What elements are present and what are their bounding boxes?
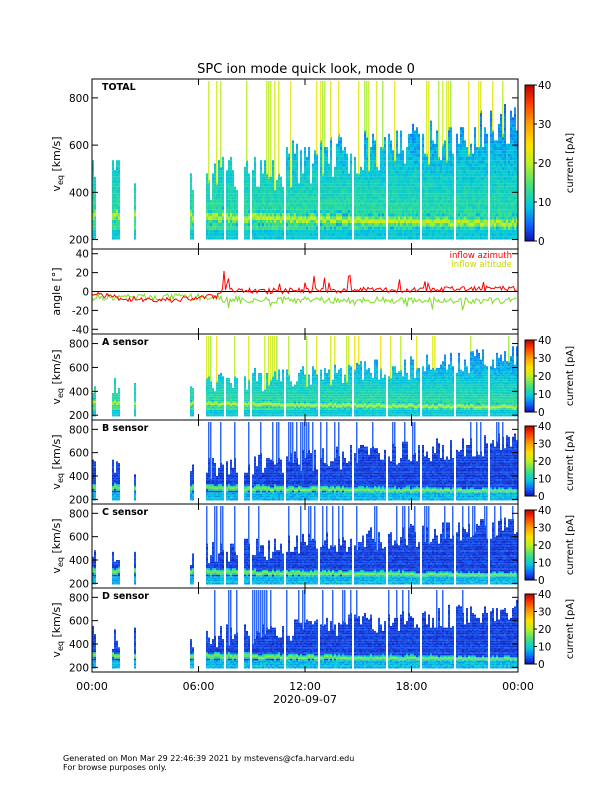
y-tick-label: 800 bbox=[69, 339, 89, 351]
colorbar-tick-label: 0 bbox=[538, 659, 545, 671]
colorbar-tick-label: 10 bbox=[538, 642, 551, 654]
colorbar-tick-label: 40 bbox=[538, 589, 551, 601]
y-tick-label: 40 bbox=[76, 249, 89, 261]
colorbar-tick-label: 20 bbox=[538, 456, 551, 468]
y-tick-label: 600 bbox=[69, 616, 89, 628]
colorbar-tick-label: 0 bbox=[538, 407, 545, 419]
colorbar-tick-label: 10 bbox=[538, 197, 551, 209]
panel-label: TOTAL bbox=[102, 82, 136, 93]
panel-total: 200 400 600 800 TOTAL veq [km/s] 0 10 20 30 40 curr… bbox=[50, 78, 576, 250]
panel-label: B sensor bbox=[102, 423, 149, 434]
colorbar-label: current [pA] bbox=[565, 599, 576, 659]
y-tick-label: 800 bbox=[69, 592, 89, 604]
y-tick-label: 800 bbox=[69, 508, 89, 520]
time-axis: 00:00 06:00 12:00 18:00 00:00 2020-09-07 bbox=[76, 79, 534, 706]
y-tick-label: 600 bbox=[69, 362, 89, 374]
panel-a-sensor: 200 400 600 800 A sensor veq [km/s] 0 10 20 30 40 c… bbox=[50, 333, 576, 422]
colorbar-tick-label: 10 bbox=[538, 558, 551, 570]
colorbar-label: current [pA] bbox=[565, 133, 576, 193]
colorbar-tick-label: 30 bbox=[538, 523, 551, 535]
legend-inflow-altitude: inflow altitude bbox=[451, 260, 512, 270]
footer-browse-line: For browse purposes only. bbox=[63, 763, 354, 772]
y-tick-label: 200 bbox=[69, 410, 89, 422]
colorbar bbox=[524, 84, 535, 242]
colorbar-tick-label: 10 bbox=[538, 474, 551, 486]
y-tick-label: 400 bbox=[69, 639, 89, 651]
y-tick-label: 400 bbox=[69, 187, 89, 199]
figure-title: SPC ion mode quick look, mode 0 bbox=[197, 62, 415, 77]
y-tick-label: 800 bbox=[69, 424, 89, 436]
x-tick-label: 00:00 bbox=[76, 680, 108, 693]
y-tick-label: 400 bbox=[69, 555, 89, 567]
y-tick-label: -40 bbox=[72, 324, 89, 336]
y-tick-label: 800 bbox=[69, 93, 89, 105]
y-tick-label: 200 bbox=[69, 578, 89, 590]
legend-inflow-azimuth: inflow azimuth bbox=[450, 251, 512, 261]
x-tick-label: 00:00 bbox=[502, 680, 534, 693]
y-tick-label: 600 bbox=[69, 140, 89, 152]
colorbar-tick-label: 20 bbox=[538, 158, 551, 170]
series-inflow-azimuth bbox=[91, 270, 517, 304]
colorbar-label: current [pA] bbox=[565, 431, 576, 491]
x-tick-label: 12:00 bbox=[289, 680, 321, 693]
y-axis-label: veq [km/s] bbox=[50, 602, 65, 657]
y-tick-label: 400 bbox=[69, 471, 89, 483]
y-axis-label: veq [km/s] bbox=[50, 434, 65, 489]
colorbar-label: current [pA] bbox=[565, 346, 576, 406]
y-tick-label: 200 bbox=[69, 662, 89, 674]
x-tick-label: 18:00 bbox=[396, 680, 428, 693]
colorbar bbox=[524, 593, 535, 665]
panel-label: C sensor bbox=[102, 507, 148, 518]
colorbar-label: current [pA] bbox=[565, 515, 576, 575]
panel-label: A sensor bbox=[102, 337, 149, 348]
y-tick-label: 0 bbox=[82, 287, 89, 299]
colorbar-tick-label: 10 bbox=[538, 389, 551, 401]
y-tick-label: 600 bbox=[69, 448, 89, 460]
colorbar-tick-label: 20 bbox=[538, 540, 551, 552]
y-axis-label: veq [km/s] bbox=[50, 518, 65, 573]
colorbar-tick-label: 30 bbox=[538, 353, 551, 365]
y-tick-label: 200 bbox=[69, 494, 89, 506]
colorbar-tick-label: 30 bbox=[538, 607, 551, 619]
colorbar-tick-label: 20 bbox=[538, 371, 551, 383]
panel-d-sensor: 200 400 600 800 D sensor veq [km/s] 0 10 20 30 40 c… bbox=[50, 587, 576, 674]
colorbar-tick-label: 40 bbox=[538, 505, 551, 517]
panel-c-sensor: 200 400 600 800 C sensor veq [km/s] 0 10 20 30 40 c… bbox=[50, 503, 576, 590]
colorbar-tick-label: 0 bbox=[538, 575, 545, 587]
colorbar-tick-label: 0 bbox=[538, 236, 545, 248]
colorbar-tick-label: 30 bbox=[538, 439, 551, 451]
series-inflow-altitude bbox=[91, 292, 517, 311]
x-date-label: 2020-09-07 bbox=[273, 693, 337, 706]
footer: Generated on Mon Mar 29 22:46:39 2021 by… bbox=[63, 754, 354, 772]
y-axis-label: veq [km/s] bbox=[50, 349, 65, 404]
panel-b-sensor: 200 400 600 800 B sensor veq [km/s] 0 10 20 30 40 c… bbox=[50, 419, 576, 506]
y-tick-label: 200 bbox=[69, 235, 89, 247]
x-tick-label: 06:00 bbox=[183, 680, 215, 693]
y-tick-label: 400 bbox=[69, 386, 89, 398]
y-tick-label: 20 bbox=[76, 268, 89, 280]
y-axis-label: veq [km/s] bbox=[50, 136, 65, 191]
colorbar-tick-label: 20 bbox=[538, 624, 551, 636]
colorbar-tick-label: 40 bbox=[538, 421, 551, 433]
colorbar bbox=[524, 509, 535, 581]
colorbar-tick-label: 30 bbox=[538, 119, 551, 131]
colorbar-tick-label: 0 bbox=[538, 491, 545, 503]
panel-label: D sensor bbox=[102, 591, 149, 602]
y-tick-label: 600 bbox=[69, 532, 89, 544]
footer-generated-line: Generated on Mon Mar 29 22:46:39 2021 by… bbox=[63, 754, 354, 763]
colorbar-tick-label: 40 bbox=[538, 335, 551, 347]
y-axis-label: angle [°] bbox=[50, 267, 63, 315]
colorbar-tick-label: 40 bbox=[538, 80, 551, 92]
y-tick-label: -20 bbox=[72, 305, 89, 317]
colorbar bbox=[524, 339, 535, 413]
colorbar bbox=[524, 425, 535, 497]
